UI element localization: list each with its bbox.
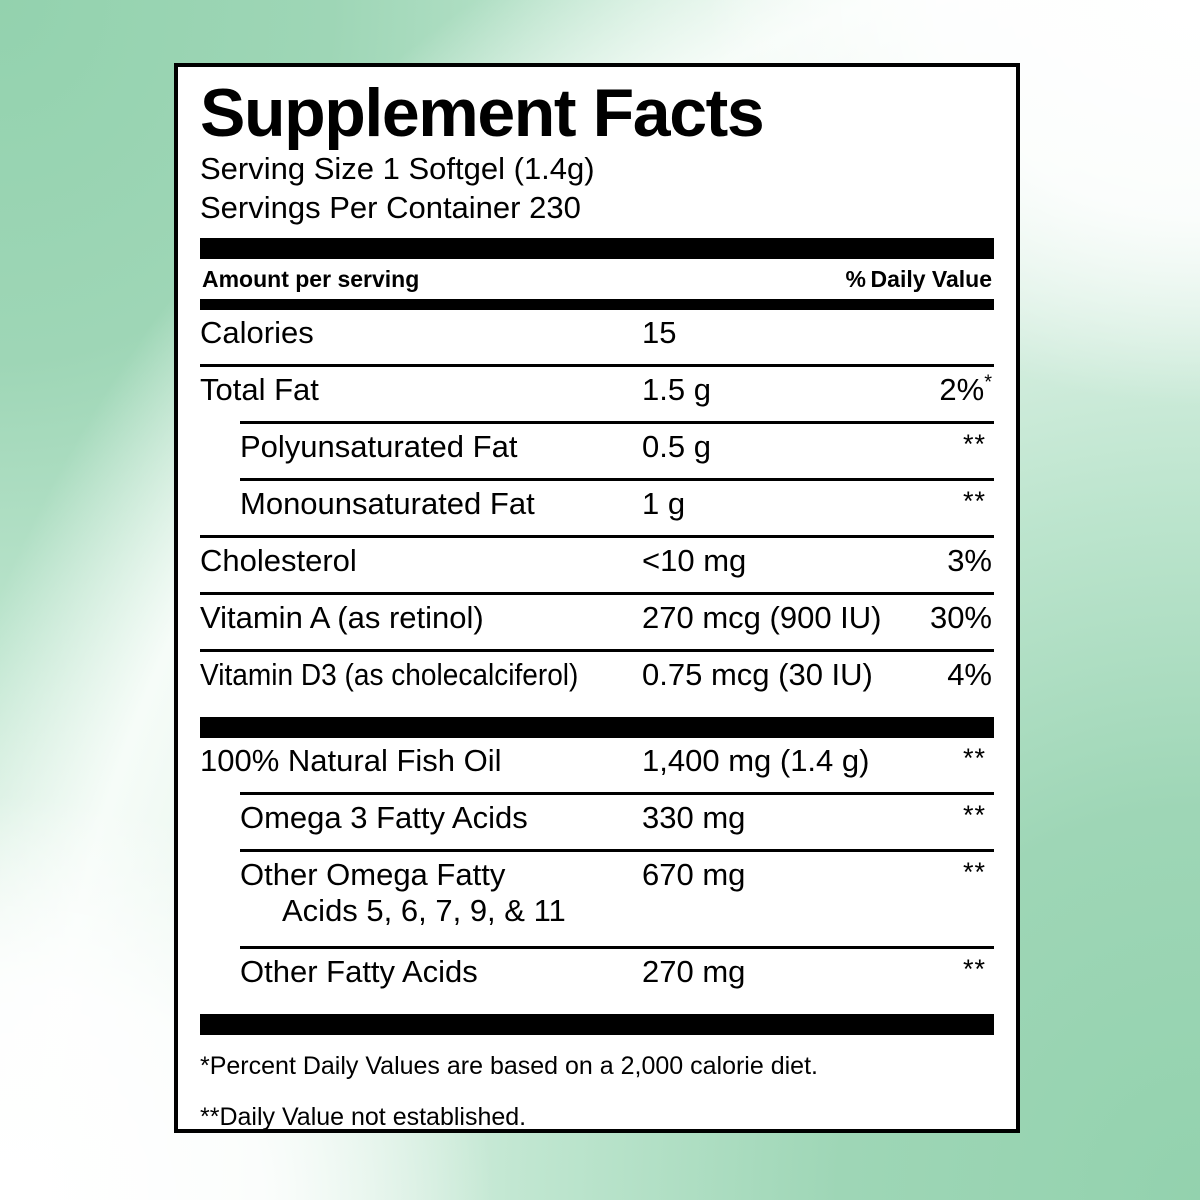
nutrient-daily-value: ** <box>962 857 986 888</box>
supplement-facts-panel: Supplement Facts Serving Size 1 Softgel … <box>174 63 1020 1133</box>
panel-content: Supplement Facts Serving Size 1 Softgel … <box>200 75 994 1131</box>
row-divider <box>200 364 994 368</box>
row-divider-indented <box>240 946 994 950</box>
nutrient-amount: 670 mg <box>642 857 746 893</box>
nutrient-amount: 0.75 mcg (30 IU) <box>642 657 873 693</box>
row-divider-indented <box>240 478 994 482</box>
nutrient-amount: 1.5 g <box>642 372 711 408</box>
nutrient-name: Vitamin A (as retinol) <box>200 600 484 636</box>
nutrient-amount: 1,400 mg (1.4 g) <box>642 743 870 779</box>
nutrient-amount: 270 mcg (900 IU) <box>642 600 882 636</box>
serving-size-text: Serving Size 1 Softgel (1.4g) <box>200 150 595 186</box>
amount-per-serving-header: Amount per serving <box>202 266 420 293</box>
page-title: Supplement Facts <box>200 75 765 151</box>
dv-footnote-marker: * <box>984 371 992 394</box>
nutrient-daily-value: 2%* <box>904 372 994 408</box>
table-column-headers: Amount per serving % Daily Value <box>200 259 994 299</box>
table-row: Total Fat 1.5 g 2%* <box>200 367 994 421</box>
footnote-daily-value-not-established: **Daily Value not established. <box>200 1103 527 1132</box>
row-divider-indented <box>240 792 994 796</box>
table-row: Omega 3 Fatty Acids 330 mg ** <box>200 795 994 849</box>
nutrient-daily-value: ** <box>962 743 986 774</box>
nutrient-name: Monounsaturated Fat <box>240 486 535 522</box>
nutrient-name: Cholesterol <box>200 543 357 579</box>
dv-value: 2% <box>939 372 985 408</box>
row-divider <box>200 649 994 653</box>
nutrient-name: Other Omega Fatty Acids 5, 6, 7, 9, & 11 <box>200 857 642 929</box>
nutrient-amount: 1 g <box>642 486 686 522</box>
table-row: Monounsaturated Fat 1 g ** <box>200 481 994 535</box>
table-row: Vitamin D3 (as cholecalciferol) 0.75 mcg… <box>200 652 994 706</box>
nutrient-name: Calories <box>200 315 314 351</box>
row-divider-indented <box>240 421 994 425</box>
nutrient-name-line2: Acids 5, 6, 7, 9, & 11 <box>282 893 566 928</box>
footnote-percent-daily-values: *Percent Daily Values are based on a 2,0… <box>200 1052 818 1081</box>
nutrient-name-line1: Other Omega Fatty <box>240 857 506 893</box>
table-row: Other Omega Fatty Acids 5, 6, 7, 9, & 11 … <box>200 852 994 946</box>
nutrient-daily-value: 30% <box>929 600 992 636</box>
table-row: Polyunsaturated Fat 0.5 g ** <box>200 424 994 478</box>
row-divider <box>200 592 994 596</box>
nutrient-daily-value: ** <box>962 954 986 985</box>
table-row: Cholesterol <10 mg 3% <box>200 538 994 592</box>
row-divider-indented <box>240 849 994 853</box>
table-row: Vitamin A (as retinol) 270 mcg (900 IU) … <box>200 595 994 649</box>
nutrient-name: Total Fat <box>200 372 319 408</box>
nutrient-amount: 0.5 g <box>642 429 711 465</box>
nutrient-amount: <10 mg <box>642 543 747 579</box>
table-row: Calories 15 <box>200 310 994 364</box>
nutrient-daily-value: 4% <box>947 657 992 693</box>
nutrient-daily-value: ** <box>962 429 986 460</box>
nutrient-name: Omega 3 Fatty Acids <box>240 800 528 836</box>
nutrient-name: Vitamin D3 (as cholecalciferol) <box>200 657 579 693</box>
nutrient-amount: 330 mg <box>642 800 746 836</box>
nutrient-daily-value: ** <box>962 486 986 517</box>
separator-bar-thick-bottom <box>200 1014 994 1036</box>
nutrient-name: Polyunsaturated Fat <box>240 429 518 465</box>
row-divider <box>200 535 994 539</box>
separator-bar-under-headers <box>200 299 994 311</box>
nutrient-name: Other Fatty Acids <box>240 954 478 990</box>
nutrient-amount: 15 <box>642 315 677 351</box>
daily-value-header: % Daily Value <box>845 266 992 293</box>
nutrient-name: 100% Natural Fish Oil <box>200 743 502 779</box>
table-row: 100% Natural Fish Oil 1,400 mg (1.4 g) *… <box>200 738 994 792</box>
table-row: Other Fatty Acids 270 mg ** <box>200 949 994 1003</box>
servings-per-container-text: Servings Per Container 230 <box>200 190 581 225</box>
separator-bar-thick-middle <box>200 717 994 739</box>
separator-bar-thick-top <box>200 238 994 260</box>
nutrient-daily-value: 3% <box>947 543 992 579</box>
nutrient-daily-value: ** <box>962 800 986 831</box>
nutrient-amount: 270 mg <box>642 954 746 990</box>
